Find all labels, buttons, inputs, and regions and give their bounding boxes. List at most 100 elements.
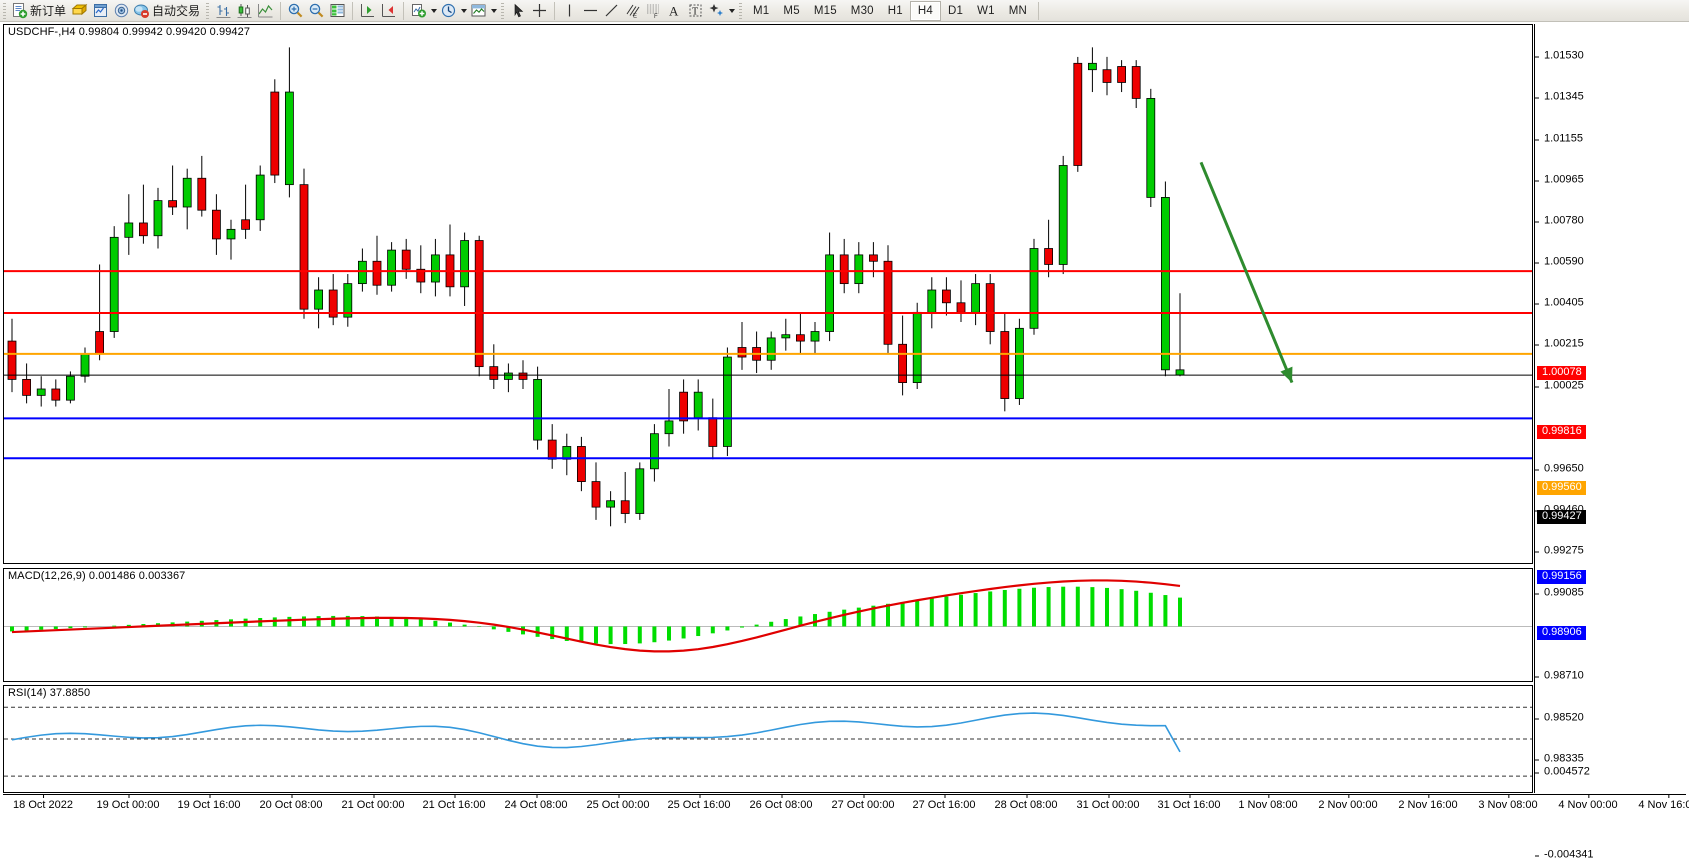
horizontal-line-icon [584,9,598,12]
shapes-dropdown-caret[interactable] [727,3,736,19]
price-tick: 1.00405 [1535,297,1584,309]
timeframe-h1[interactable]: H1 [887,4,903,17]
price-chart-canvas [4,47,1532,527]
price-scale[interactable]: 1.01530 1.01345 1.01155 1.00965 1.00780 1.005… [1534,24,1686,860]
data-window-icon [94,4,108,17]
rsi-chart-canvas [4,706,1532,777]
zoom-in-button[interactable] [285,1,306,21]
navigator-button[interactable] [111,1,132,21]
line-chart-button[interactable] [255,1,276,21]
timeframe-h4[interactable]: H4 [909,0,941,21]
fibonacci-button[interactable]: F [643,1,664,21]
templates-icon [471,4,486,17]
text-label-icon: T [689,4,702,18]
time-label: 25 Oct 16:00 [667,794,731,811]
macd-tick: -0.004341 [1535,849,1594,861]
chart-window[interactable]: USDCHF-,H4 0.99804 0.99942 0.99420 0.994… [0,22,1689,861]
price-pane[interactable]: USDCHF-,H4 0.99804 0.99942 0.99420 0.994… [3,24,1533,564]
candlestick-chart-button[interactable] [234,1,255,21]
price-tick: 0.98335 [1535,753,1584,765]
current-price-label[interactable]: 0.99427 [1537,510,1586,524]
svg-text:T: T [692,7,698,18]
macd-tick: 0.004572 [1535,766,1590,778]
time-scale[interactable]: 18 Oct 2022 19 Oct 00:00 19 Oct 16:00 20 Oc… [3,794,1689,818]
rsi-pane[interactable]: RSI(14) 37.8850 [3,685,1533,793]
period-clock-icon [441,3,456,18]
templates-button[interactable] [468,1,489,21]
price-tick: 1.00965 [1535,174,1584,186]
terminal-button[interactable] [69,1,90,21]
indicators-dropdown-caret[interactable] [429,3,438,19]
price-tick: 0.99085 [1535,587,1584,599]
toolbar-separator-1 [280,1,282,20]
price-tick: 0.99275 [1535,545,1584,557]
shapes-button[interactable] [706,1,727,21]
toolbar-grip-orders[interactable] [1,1,8,20]
autotrading-icon [134,4,150,18]
chart-shift-icon [382,4,396,17]
auto-scroll-icon [361,4,375,17]
bar-chart-button[interactable] [213,1,234,21]
equidistant-channel-button[interactable]: E [622,1,643,21]
templates-dropdown-caret[interactable] [489,3,498,19]
chart-shift-button[interactable] [378,1,399,21]
time-label: 27 Oct 00:00 [831,794,895,811]
indicators-button[interactable] [408,1,429,21]
price-tick: 1.01345 [1535,91,1584,103]
cursor-icon [514,3,524,18]
zoom-in-icon [288,3,303,18]
time-label: 27 Oct 16:00 [912,794,976,811]
time-label: 21 Oct 00:00 [341,794,405,811]
autotrading-label: 自动交易 [152,3,201,18]
price-tick: 1.01155 [1535,133,1583,145]
timeframe-m15[interactable]: M15 [813,4,837,17]
price-tick: 1.01530 [1535,50,1584,62]
time-label: 4 Nov 00:00 [1558,794,1618,811]
time-label: 19 Oct 00:00 [96,794,160,811]
time-label: 31 Oct 00:00 [1076,794,1140,811]
auto-scroll-button[interactable] [357,1,378,21]
timeframe-m1[interactable]: M1 [753,4,770,17]
candlestick-chart-icon [237,4,252,18]
time-label: 26 Oct 08:00 [749,794,813,811]
vertical-line-button[interactable] [559,1,580,21]
periods-button[interactable] [438,1,459,21]
time-label: 24 Oct 08:00 [504,794,568,811]
crosshair-tool-button[interactable] [529,1,550,21]
timeframe-m5[interactable]: M5 [783,4,800,17]
timeframe-m30[interactable]: M30 [850,4,874,17]
text-button[interactable]: A [664,1,685,21]
toolbar-grip-tools[interactable] [499,1,507,20]
support-1-label[interactable]: 0.99156 [1537,570,1586,584]
support-2-label[interactable]: 0.98906 [1537,626,1586,640]
macd-chart-canvas [4,579,1532,653]
tile-windows-button[interactable] [327,1,348,21]
zoom-out-button[interactable] [306,1,327,21]
time-label: 21 Oct 16:00 [422,794,486,811]
data-window-button[interactable] [90,1,111,21]
toolbar-grip-charts[interactable] [204,1,212,20]
timeframe-d1[interactable]: D1 [948,4,964,17]
macd-pane[interactable]: MACD(12,26,9) 0.001486 0.003367 [3,568,1533,682]
resistance-1-label[interactable]: 1.00078 [1537,366,1586,380]
line-chart-icon [258,4,273,18]
toolbar-grip-timeframes[interactable] [737,1,745,20]
timeframe-mn[interactable]: MN [1008,4,1028,17]
time-label: 31 Oct 16:00 [1157,794,1221,811]
new-order-button[interactable]: 新订单 [10,1,69,21]
timeframe-w1[interactable]: W1 [977,4,995,17]
horizontal-line-button[interactable] [580,1,601,21]
bar-chart-icon [216,5,231,18]
trendline-button[interactable] [601,1,622,21]
tile-windows-icon [330,4,345,17]
toolbar-separator-2 [352,1,354,20]
trendline-icon [605,4,618,17]
equidistant-channel-icon: E [626,4,640,19]
autotrading-button[interactable]: 自动交易 [132,1,203,21]
resistance-2-label[interactable]: 0.99816 [1537,425,1586,439]
periods-dropdown-caret[interactable] [459,3,468,19]
time-label: 28 Oct 08:00 [994,794,1058,811]
cursor-tool-button[interactable] [508,1,529,21]
text-label-button[interactable]: T [685,1,706,21]
pivot-label[interactable]: 0.99560 [1537,481,1586,495]
